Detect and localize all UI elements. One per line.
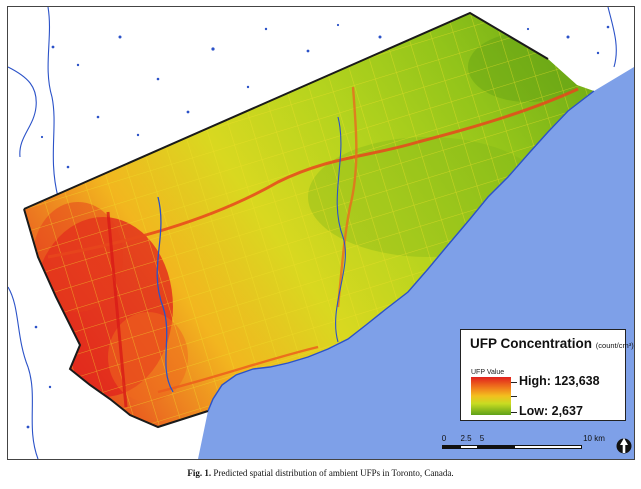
- caption-text: Predicted spatial distribution of ambien…: [213, 468, 454, 478]
- legend-value-label: UFP Value: [471, 369, 505, 376]
- don-river: [335, 116, 346, 343]
- figure-caption: Fig. 1. Predicted spatial distribution o…: [0, 468, 641, 478]
- creeks: [8, 7, 617, 459]
- highway-401: [47, 87, 579, 259]
- map-figure: UFP Concentration (count/cm³) UFP Value …: [7, 6, 635, 460]
- city-boundary: [23, 11, 549, 429]
- scale-segment: [514, 445, 582, 449]
- legend-unit: (count/cm³): [595, 341, 634, 350]
- scale-tick-label: 0: [441, 434, 447, 443]
- highway-dvp: [336, 86, 358, 308]
- humber-river: [156, 196, 174, 393]
- legend-tick-high: [511, 382, 517, 383]
- scale-bar: 0 2.5 5 10 km: [441, 434, 605, 455]
- gardiner-expressway: [157, 345, 319, 394]
- scale-tick-label: 2.5: [460, 434, 472, 443]
- legend-tick-low: [511, 412, 517, 413]
- legend-high-label: High: 123,638: [519, 374, 600, 388]
- scale-segment: [478, 445, 514, 449]
- scale-segment: [442, 445, 460, 449]
- shoreline: [207, 90, 595, 412]
- legend-title: UFP Concentration (count/cm³): [470, 336, 634, 351]
- scale-tick-label: 10 km: [583, 434, 605, 443]
- legend: UFP Concentration (count/cm³) UFP Value …: [460, 329, 634, 421]
- scale-segment: [460, 445, 478, 449]
- legend-low-label: Low: 2,637: [519, 404, 583, 418]
- scale-tick-label: 5: [479, 434, 485, 443]
- north-arrow-icon: [616, 438, 632, 454]
- highway-427: [106, 211, 128, 408]
- caption-label: Fig. 1.: [187, 468, 212, 478]
- legend-tick-mid: [511, 396, 517, 397]
- legend-color-ramp: [471, 377, 511, 415]
